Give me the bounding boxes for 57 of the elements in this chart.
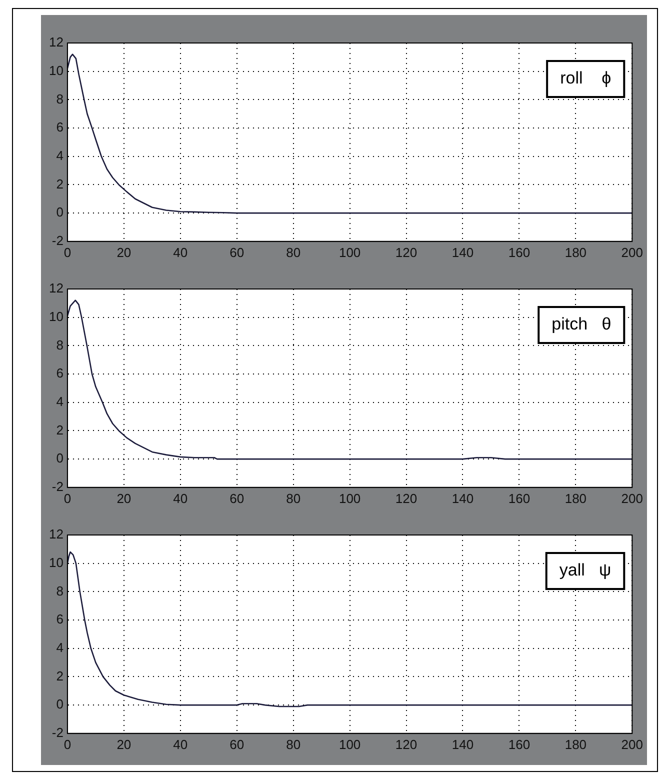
y-tick-label: 10: [48, 62, 64, 78]
y-tick-label: -2: [52, 478, 64, 494]
y-tick-label: 0: [56, 696, 64, 712]
x-tick-label: 120: [395, 490, 418, 506]
x-tick-label: 140: [452, 244, 474, 260]
y-tick-label: 0: [56, 204, 64, 220]
x-tick-label: 100: [338, 244, 361, 260]
x-tick-label: 140: [452, 490, 474, 506]
x-tick-label: 100: [338, 490, 361, 506]
y-tick-label: 10: [48, 308, 64, 324]
x-tick-label: 120: [395, 736, 418, 752]
y-tick-label: 2: [56, 176, 64, 192]
x-tick-label: 20: [116, 244, 132, 260]
y-tick-label: 6: [56, 612, 64, 627]
x-tick-label: 100: [338, 736, 361, 752]
x-tick-label: 60: [230, 736, 244, 752]
x-tick-label: 180: [564, 244, 587, 260]
x-tick-label: 40: [173, 736, 188, 752]
x-tick-label: 160: [508, 490, 530, 506]
x-tick-label: 80: [286, 244, 301, 260]
annotation: yall ψ: [559, 560, 612, 580]
y-tick-label: -2: [52, 724, 64, 740]
y-tick-label: 12: [48, 280, 64, 296]
annotation: roll ϕ: [560, 68, 612, 88]
x-tick-label: 120: [395, 244, 418, 260]
y-tick-label: 12: [48, 526, 64, 542]
x-tick-label: 40: [173, 490, 188, 506]
y-tick-label: 8: [56, 91, 64, 106]
x-tick-label: 180: [564, 736, 587, 752]
y-tick-label: 8: [56, 583, 64, 598]
x-tick-label: 60: [230, 244, 244, 260]
x-tick-label: 200: [621, 490, 644, 506]
x-tick-label: 200: [621, 736, 644, 752]
y-tick-label: 8: [56, 337, 64, 352]
annotation: pitch θ: [552, 314, 612, 334]
y-tick-label: 4: [56, 394, 64, 409]
y-tick-label: 2: [56, 422, 64, 438]
x-tick-label: 180: [564, 490, 587, 506]
y-tick-label: 2: [56, 668, 64, 684]
y-tick-label: -2: [52, 232, 64, 248]
x-tick-label: 200: [621, 244, 644, 260]
y-tick-label: 12: [48, 34, 64, 50]
x-tick-label: 20: [116, 490, 132, 506]
y-tick-label: 0: [56, 450, 64, 466]
y-tick-label: 4: [56, 148, 64, 163]
x-tick-label: 40: [173, 244, 188, 260]
x-tick-label: 160: [508, 244, 530, 260]
x-tick-label: 160: [508, 736, 530, 752]
x-tick-label: 140: [452, 736, 474, 752]
y-tick-label: 6: [56, 366, 64, 381]
y-tick-label: 6: [56, 120, 64, 135]
y-tick-label: 4: [56, 640, 64, 655]
x-tick-label: 80: [286, 490, 301, 506]
x-tick-label: 60: [230, 490, 244, 506]
x-tick-label: 80: [286, 736, 301, 752]
x-tick-label: 20: [116, 736, 132, 752]
y-tick-label: 10: [48, 554, 64, 570]
